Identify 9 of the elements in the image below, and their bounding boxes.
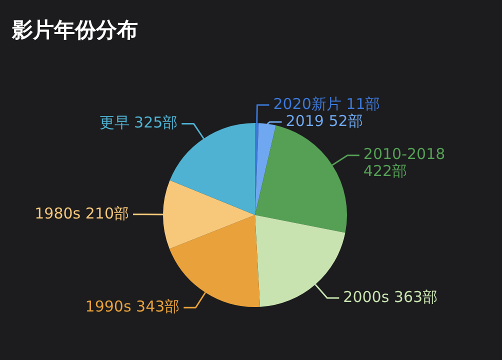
slice-label: 2020新片 11部 <box>273 94 380 113</box>
slice-label: 1990s 343部 <box>85 298 180 316</box>
data-label: 422部 <box>363 162 408 180</box>
slice-label: 更早 325部 <box>99 114 178 132</box>
slice-label: 2010-2018 <box>363 145 446 164</box>
slice-label: 2000s 363部 <box>343 288 438 306</box>
slice-label: 2019 52部 <box>286 112 363 130</box>
chart-title: 影片年份分布 <box>12 17 138 44</box>
slice-label: 1980s 210部 <box>34 204 129 222</box>
